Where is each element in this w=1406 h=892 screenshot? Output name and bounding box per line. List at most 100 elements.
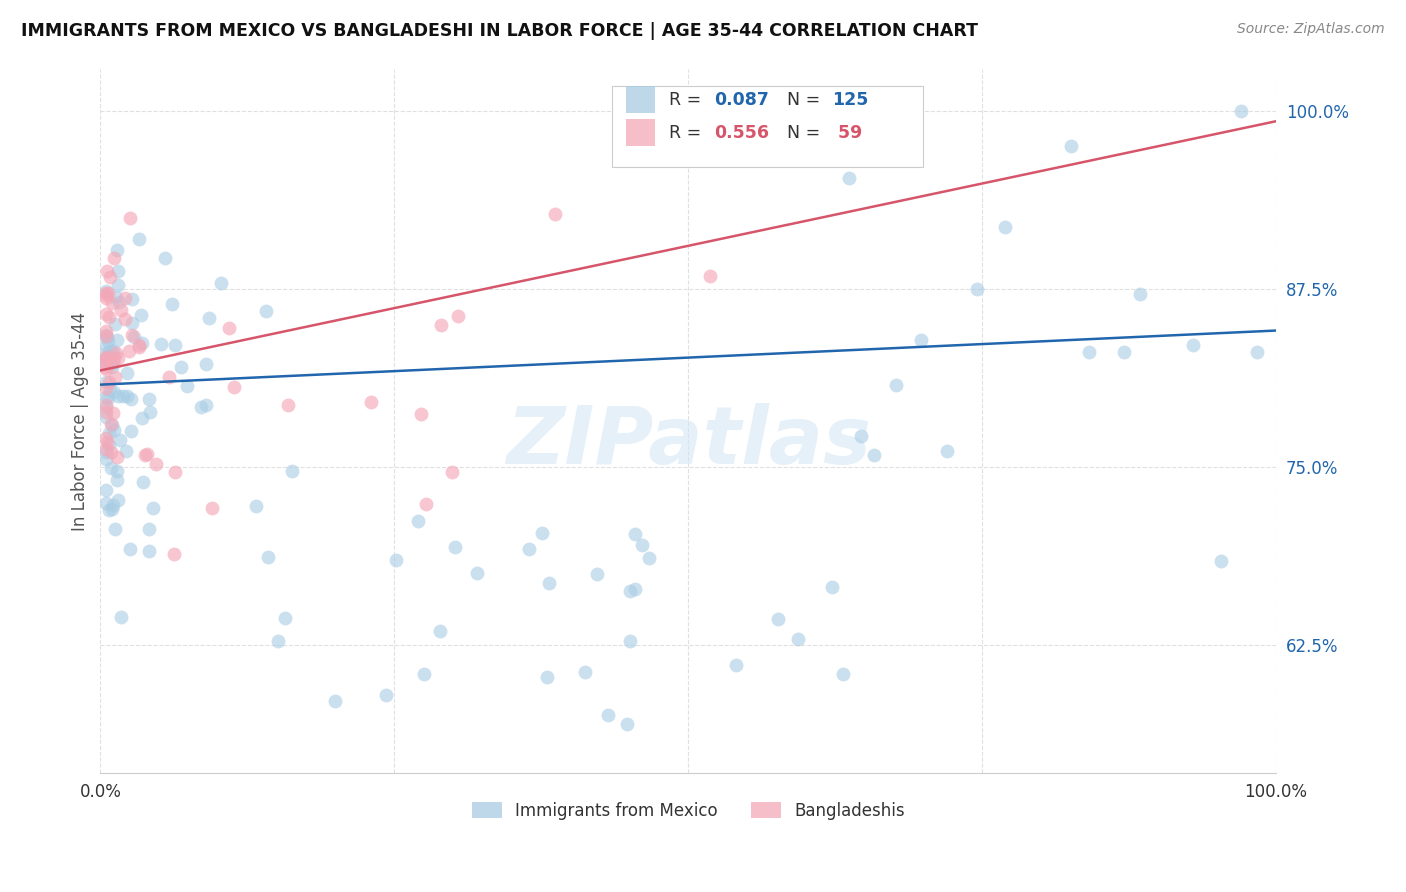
Point <box>619 633 641 648</box>
Point <box>136 447 159 461</box>
Point <box>1230 104 1253 119</box>
Point <box>131 335 153 350</box>
Point <box>97 334 120 348</box>
Point <box>153 251 176 265</box>
Point <box>699 268 721 283</box>
Point <box>631 537 654 551</box>
Point <box>97 285 120 300</box>
Point <box>415 497 437 511</box>
Bar <box>626 87 655 113</box>
Point <box>96 328 118 343</box>
Point <box>245 499 267 513</box>
Point <box>273 611 295 625</box>
Text: IMMIGRANTS FROM MEXICO VS BANGLADESHI IN LABOR FORCE | AGE 35-44 CORRELATION CHA: IMMIGRANTS FROM MEXICO VS BANGLADESHI IN… <box>21 22 979 40</box>
Point <box>110 609 132 624</box>
Point <box>96 351 118 366</box>
Point <box>409 407 432 421</box>
Point <box>103 523 125 537</box>
Point <box>1128 286 1150 301</box>
Point <box>101 344 124 359</box>
Point <box>163 465 186 479</box>
Point <box>910 333 932 347</box>
Point <box>624 526 647 541</box>
Point <box>616 716 638 731</box>
Point <box>107 388 129 402</box>
Point <box>117 389 139 403</box>
Point <box>209 277 232 291</box>
Point <box>517 542 540 557</box>
Point <box>131 411 153 425</box>
Point <box>128 338 150 352</box>
Text: 125: 125 <box>832 90 868 109</box>
Point <box>103 423 125 437</box>
Point <box>277 398 299 412</box>
Point <box>118 344 141 359</box>
Point <box>96 381 118 395</box>
Bar <box>626 120 655 146</box>
Point <box>120 211 142 226</box>
Point <box>863 448 886 462</box>
Point <box>100 461 122 475</box>
Point <box>96 346 118 360</box>
Point <box>138 544 160 558</box>
Point <box>103 251 125 265</box>
Point <box>100 445 122 459</box>
Point <box>323 694 346 708</box>
Point <box>538 575 561 590</box>
Point <box>122 330 145 344</box>
Point <box>107 493 129 508</box>
Point <box>121 292 143 306</box>
Point <box>1181 338 1204 352</box>
Point <box>96 391 118 405</box>
Point <box>598 708 620 723</box>
Point <box>96 352 118 367</box>
Point <box>1060 138 1083 153</box>
Point <box>105 473 128 487</box>
Point <box>281 465 304 479</box>
Point <box>531 526 554 541</box>
Point <box>104 317 127 331</box>
Point <box>201 501 224 516</box>
Point <box>128 232 150 246</box>
Point <box>194 357 217 371</box>
Point <box>114 291 136 305</box>
Point <box>105 243 128 257</box>
Point <box>96 360 118 375</box>
Point <box>96 442 118 456</box>
Point <box>120 542 142 557</box>
Point <box>195 398 218 412</box>
Point <box>1246 344 1268 359</box>
Point <box>120 392 142 406</box>
Text: 0.556: 0.556 <box>714 124 769 142</box>
Point <box>105 290 128 304</box>
Point <box>159 370 181 384</box>
Point <box>619 584 641 599</box>
Point <box>447 309 470 323</box>
Point <box>586 566 609 581</box>
Point <box>105 464 128 478</box>
FancyBboxPatch shape <box>612 87 924 167</box>
Point <box>766 612 789 626</box>
Point <box>574 665 596 680</box>
Point <box>96 286 118 301</box>
Point <box>993 219 1015 234</box>
Point <box>536 669 558 683</box>
Text: N =: N = <box>787 124 825 142</box>
Point <box>849 428 872 442</box>
Point <box>145 458 167 472</box>
Point <box>128 340 150 354</box>
Point <box>96 324 118 338</box>
Point <box>375 688 398 702</box>
Point <box>444 540 467 554</box>
Point <box>96 291 118 305</box>
Point <box>114 311 136 326</box>
Point <box>224 380 246 394</box>
Point <box>96 287 118 301</box>
Point <box>105 333 128 347</box>
Point <box>1078 345 1101 359</box>
Point <box>936 444 959 458</box>
Point <box>96 375 118 389</box>
Point <box>160 296 183 310</box>
Point <box>429 624 451 639</box>
Point <box>139 405 162 419</box>
